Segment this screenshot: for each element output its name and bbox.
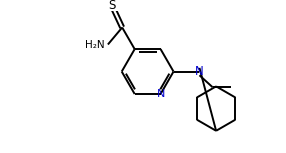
Text: N: N [157, 89, 166, 99]
Text: S: S [108, 0, 116, 12]
Text: H₂N: H₂N [85, 39, 104, 50]
Text: N: N [195, 65, 204, 78]
